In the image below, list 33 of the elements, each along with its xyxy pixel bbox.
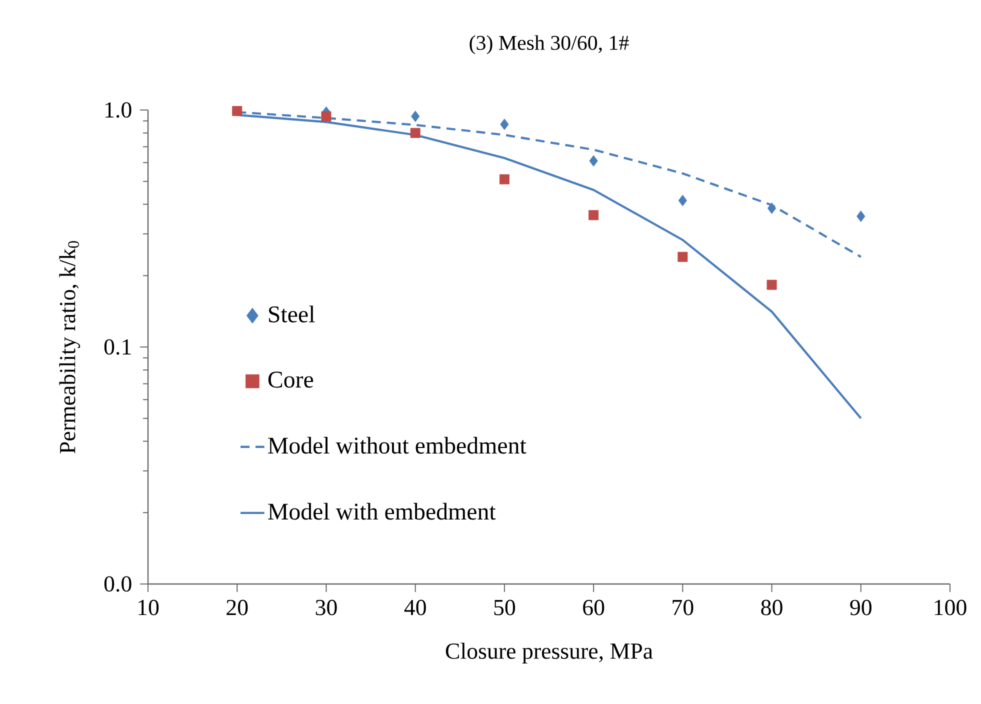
point (856, 210, 866, 222)
legend-label: Model without embedment (268, 436, 526, 454)
y-tick-label: 0.1 (104, 339, 131, 355)
chart-title: (3) Mesh 30/60, 1# (470, 35, 629, 54)
x-tick-label: 90 (850, 600, 872, 616)
point (500, 118, 509, 130)
point (678, 194, 687, 206)
point (232, 106, 242, 116)
point (766, 280, 777, 290)
point (410, 128, 420, 138)
x-tick-label: 20 (226, 600, 248, 616)
x-tick-label: 80 (761, 600, 782, 616)
x-tick-label: 50 (494, 600, 516, 616)
point (321, 111, 332, 122)
point (767, 202, 776, 214)
legend-label: Steel (269, 306, 315, 322)
point (589, 155, 598, 167)
point (678, 252, 688, 262)
legend-label: Core (268, 372, 314, 388)
x-tick-label: 70 (672, 600, 694, 616)
x-tick-label: 100 (934, 600, 966, 616)
x-tick-label: 60 (583, 600, 604, 616)
y-axis-title: Permeability ratio, k/k$_{0}$ (59, 241, 80, 454)
point (411, 110, 420, 122)
x-tick-label: 40 (404, 600, 426, 616)
x-tick-label: 30 (316, 600, 337, 616)
legend-label: Model with embedment (268, 502, 496, 520)
x-tick-label: 10 (138, 600, 159, 616)
y-tick-label: 0.0 (104, 576, 132, 592)
point (588, 210, 599, 220)
point (499, 174, 510, 184)
y-tick-label: 1.0 (106, 102, 132, 118)
x-axis-title: Closure pressure, MPa (446, 642, 653, 664)
